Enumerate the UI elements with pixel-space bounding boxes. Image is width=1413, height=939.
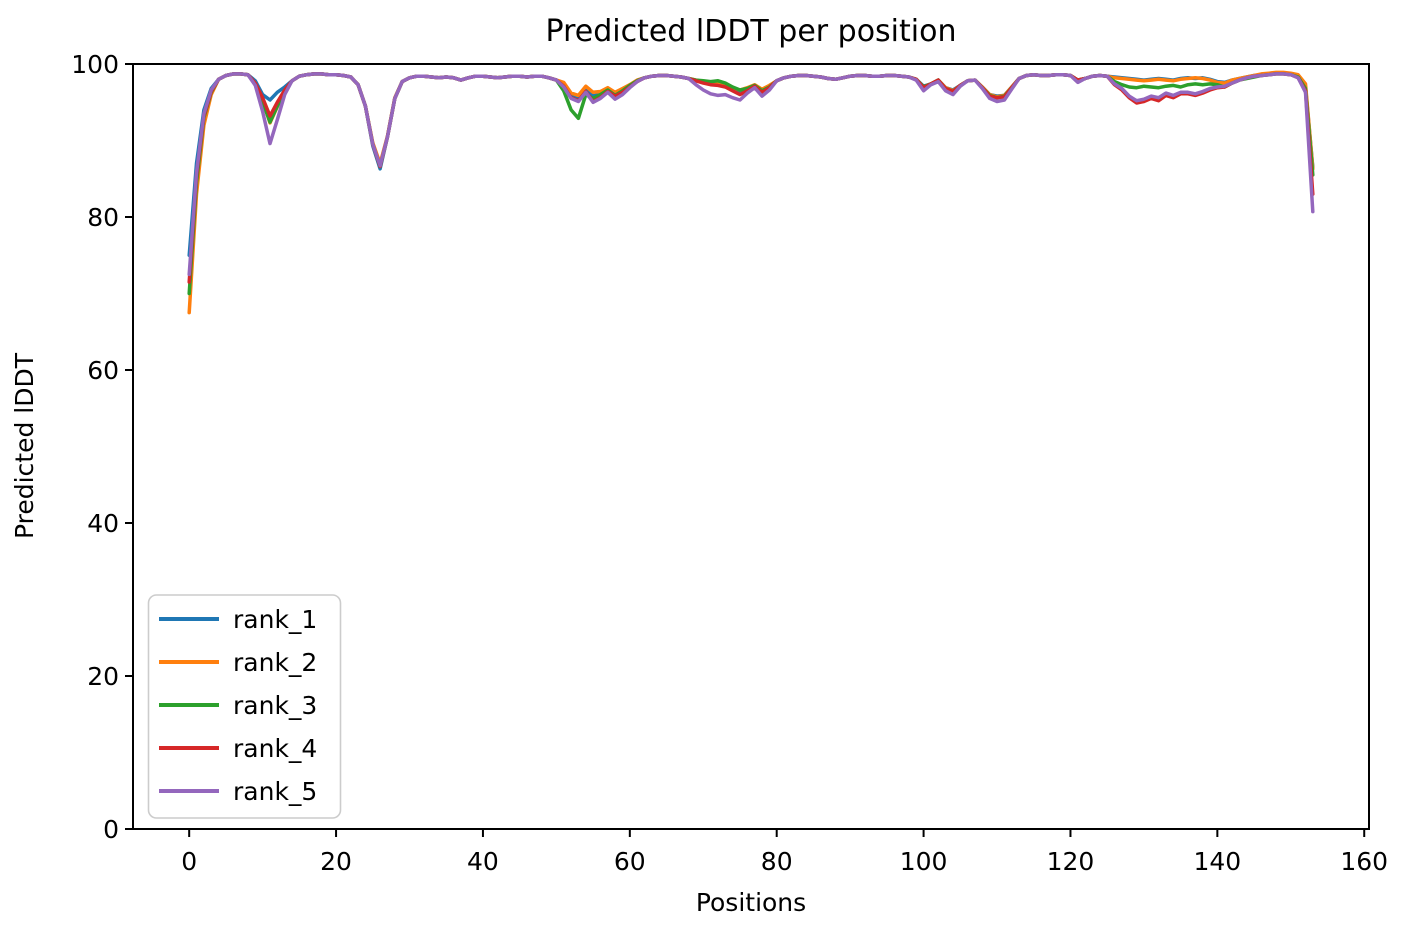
legend-entry-rank_4: rank_4 bbox=[159, 734, 317, 763]
legend-label-rank_2: rank_2 bbox=[233, 648, 317, 677]
plot-frame bbox=[132, 63, 1370, 830]
x-tick-label: 100 bbox=[900, 847, 948, 876]
y-tick-label: 60 bbox=[87, 356, 119, 385]
legend-entry-rank_1: rank_1 bbox=[159, 605, 317, 634]
chart-title: Predicted lDDT per position bbox=[546, 14, 957, 49]
legend-label-rank_3: rank_3 bbox=[233, 691, 317, 720]
legend: rank_1 rank_2 rank_3 rank_4 rank_5 bbox=[147, 594, 342, 819]
legend-entry-rank_5: rank_5 bbox=[159, 777, 317, 806]
x-tick-label: 140 bbox=[1193, 847, 1241, 876]
legend-entry-rank_3: rank_3 bbox=[159, 691, 317, 720]
y-tick-label: 80 bbox=[87, 203, 119, 232]
x-tick-label: 120 bbox=[1047, 847, 1095, 876]
y-tick-label: 20 bbox=[87, 662, 119, 691]
y-tick-label: 0 bbox=[103, 815, 119, 844]
legend-label-rank_4: rank_4 bbox=[233, 734, 317, 763]
legend-box bbox=[147, 594, 342, 819]
series-line-rank_3 bbox=[187, 72, 1315, 296]
plot-series bbox=[187, 70, 1315, 315]
x-tick-label: 20 bbox=[320, 847, 352, 876]
x-tick-label: 40 bbox=[467, 847, 499, 876]
y-axis-ticks: 0 20 40 60 80 100 bbox=[71, 50, 133, 844]
x-tick-label: 160 bbox=[1340, 847, 1388, 876]
series-line-rank_4 bbox=[187, 72, 1315, 284]
y-axis-label: Predicted lDDT bbox=[10, 352, 39, 539]
x-tick-label: 0 bbox=[181, 847, 197, 876]
series-line-rank_5 bbox=[187, 72, 1315, 277]
legend-label-rank_5: rank_5 bbox=[233, 777, 317, 806]
series-line-rank_2 bbox=[187, 70, 1315, 315]
legend-entry-rank_2: rank_2 bbox=[159, 648, 317, 677]
x-axis-label: Positions bbox=[696, 888, 806, 917]
y-tick-label: 40 bbox=[87, 509, 119, 538]
y-tick-label: 100 bbox=[71, 50, 119, 79]
legend-label-rank_1: rank_1 bbox=[233, 605, 317, 634]
x-tick-label: 60 bbox=[614, 847, 646, 876]
x-tick-label: 80 bbox=[761, 847, 793, 876]
x-axis-ticks: 0 20 40 60 80 100 120 140 160 bbox=[181, 829, 1388, 876]
